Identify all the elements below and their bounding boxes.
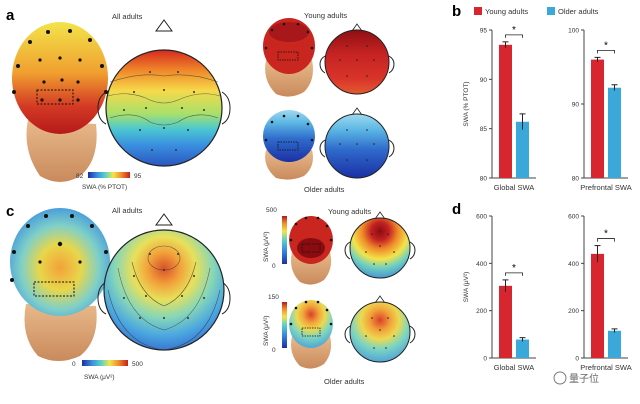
topomap-all-adults-c xyxy=(97,213,231,351)
legend-label-young: Young adults xyxy=(485,7,528,16)
older-scale-max: 150 xyxy=(268,294,279,301)
significance-marker: * xyxy=(604,229,608,240)
y-tick-label: 80 xyxy=(572,176,580,183)
significance-bracket xyxy=(597,49,615,54)
bar-young xyxy=(591,253,604,358)
y-tick-label: 0 xyxy=(575,356,579,363)
topomap-older-c xyxy=(344,295,416,363)
y-axis-label: SWA (μV²) xyxy=(463,272,470,303)
head-map-older-a xyxy=(263,110,315,180)
bar-chart-d-global: 0 200 400 600 * Global SWA SWA (μV²) xyxy=(463,214,536,372)
bar-chart-b-global: 80 85 90 95 * Global SWA SWA (% PTOT) xyxy=(463,25,536,192)
panel-letter-b: b xyxy=(452,3,461,20)
older-scale-label: SWA (μV²) xyxy=(263,315,270,346)
y-tick-label: 0 xyxy=(483,356,487,363)
scale-older-c: 150 0 SWA (μV²) xyxy=(263,294,287,354)
significance-bracket xyxy=(505,272,523,276)
y-tick-label: 90 xyxy=(572,102,580,109)
colorbar-a: 82 95 SWA (% PTOT) xyxy=(76,172,142,191)
y-tick-label: 90 xyxy=(480,77,488,84)
topomap-older-a xyxy=(319,107,395,179)
significance-marker: * xyxy=(512,263,516,274)
colorbar-label-a: SWA (% PTOT) xyxy=(82,184,127,191)
face-shape xyxy=(26,120,97,182)
panel-letter-c: c xyxy=(6,203,14,220)
bar-older xyxy=(608,87,621,178)
y-tick-label: 80 xyxy=(480,176,488,183)
bar-chart-d-prefrontal: 0 200 400 600 * Prefrontal SWA xyxy=(568,214,632,373)
older-label-a: Older adults xyxy=(304,185,345,194)
bar-older xyxy=(608,330,621,358)
chart-title: Global SWA xyxy=(494,183,535,192)
y-tick-label: 85 xyxy=(480,126,488,133)
nose-shape xyxy=(155,19,173,32)
topomap-all-adults-a xyxy=(97,19,231,167)
panel-letter-d: d xyxy=(452,201,461,218)
topomap-disc xyxy=(105,49,223,167)
legend-swatch-older xyxy=(547,7,555,15)
ear-right xyxy=(221,91,231,125)
panel-c: c All adults xyxy=(6,203,416,386)
bar-young xyxy=(499,285,512,358)
colorbar-min-c: 0 xyxy=(72,361,76,368)
y-tick-label: 400 xyxy=(476,261,487,268)
chart-title: Global SWA xyxy=(494,363,535,372)
scalp-map xyxy=(12,22,108,134)
panel-a-group-label: All adults xyxy=(112,12,143,21)
young-scale-min: 0 xyxy=(272,263,276,270)
legend-swatch-young xyxy=(474,7,482,15)
bar-chart-b-prefrontal: 80 90 100 * Prefrontal SWA xyxy=(568,28,632,193)
y-tick-label: 200 xyxy=(568,308,579,315)
ear-left xyxy=(97,91,107,125)
head-map-all-adults-a xyxy=(12,22,108,182)
colorbar-max-c: 500 xyxy=(132,361,143,368)
colorbar-c: 0 500 SWA (μV²) xyxy=(72,360,143,381)
bar-young xyxy=(499,44,512,178)
topomap-young-a xyxy=(319,23,395,95)
colorbar-min-a: 82 xyxy=(76,173,84,180)
young-label-c: Young adults xyxy=(328,207,371,216)
watermark: 量子位 xyxy=(553,371,599,385)
colorbar-max-a: 95 xyxy=(134,173,142,180)
bar-older xyxy=(516,121,529,178)
older-label-c: Older adults xyxy=(324,377,365,386)
panel-a: a All adults xyxy=(6,7,395,194)
head-map-young-a xyxy=(263,18,315,97)
older-scale-min: 0 xyxy=(272,347,276,354)
significance-bracket xyxy=(597,238,615,242)
young-scale-label: SWA (μV²) xyxy=(263,231,270,262)
bar-older xyxy=(516,339,529,358)
head-map-young-c xyxy=(289,216,333,285)
bar-young xyxy=(591,59,604,178)
y-tick-label: 600 xyxy=(568,214,579,221)
y-tick-label: 95 xyxy=(480,28,488,35)
scale-young-c: 500 0 SWA (μV²) xyxy=(263,207,287,270)
young-label-a: Young adults xyxy=(304,11,347,20)
watermark-logo-icon xyxy=(553,371,567,385)
panel-letter-a: a xyxy=(6,7,15,24)
watermark-text: 量子位 xyxy=(569,372,599,385)
colorbar-label-c: SWA (μV²) xyxy=(84,374,115,381)
significance-marker: * xyxy=(512,25,516,36)
topomap-young-c xyxy=(344,211,416,279)
head-map-older-c xyxy=(289,300,333,369)
legend: Young adults Older adults xyxy=(474,7,599,16)
legend-label-older: Older adults xyxy=(558,7,599,16)
significance-bracket xyxy=(505,34,523,38)
y-tick-label: 100 xyxy=(568,28,579,35)
y-tick-label: 600 xyxy=(476,214,487,221)
young-scale-max: 500 xyxy=(266,207,277,214)
prefrontal-roi-box xyxy=(36,89,74,105)
panel-c-group-label: All adults xyxy=(112,206,143,215)
head-map-all-adults-c xyxy=(10,208,110,361)
y-tick-label: 200 xyxy=(476,308,487,315)
colorbar-gradient xyxy=(88,172,130,178)
y-axis-label: SWA (% PTOT) xyxy=(463,81,470,126)
bar-charts: 80 85 90 95 * Global SWA SWA (% PTOT) 80 90 100 * P… xyxy=(463,25,632,372)
chart-title: Prefrontal SWA xyxy=(580,363,631,372)
y-tick-label: 400 xyxy=(568,261,579,268)
chart-title: Prefrontal SWA xyxy=(580,183,631,192)
significance-marker: * xyxy=(604,40,608,51)
